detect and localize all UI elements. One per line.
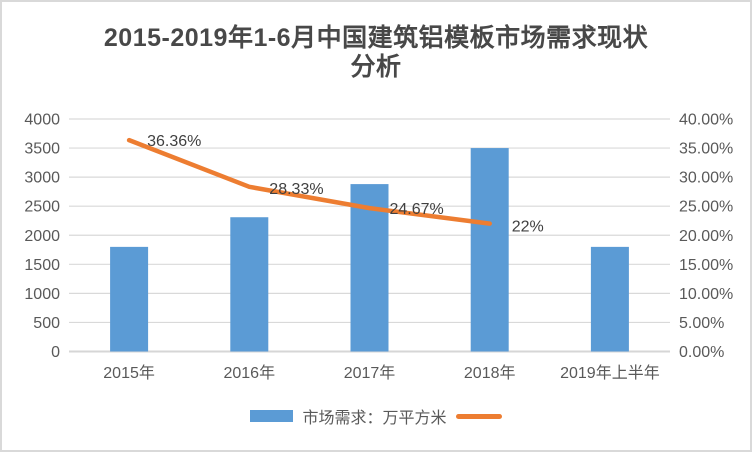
x-axis-label: 2018年: [464, 364, 516, 382]
growth-rate-line: [126, 137, 492, 226]
legend: 市场需求：万平方米: [2, 404, 750, 428]
bar-2018年: [470, 148, 509, 352]
left-axis-tick-label: 500: [33, 315, 60, 332]
bar-2015年: [110, 246, 149, 352]
left-axis-tick-label: 3500: [24, 141, 60, 158]
x-axis-label: 2017年: [344, 364, 396, 382]
chart-title: 2015-2019年1-6月中国建筑铝模板市场需求现状分析: [103, 24, 649, 81]
left-axis-tick-label: 2500: [24, 199, 60, 216]
right-axis-tick-label: 5.00%: [679, 315, 724, 332]
left-axis-tick-label: 1000: [24, 286, 60, 303]
right-axis-tick-label: 10.00%: [679, 286, 733, 303]
line-data-label: 22%: [512, 219, 544, 236]
legend-line-swatch: [455, 413, 502, 419]
right-axis-tick-label: 20.00%: [679, 228, 733, 245]
left-axis-tick-label: 2000: [24, 228, 60, 245]
left-axis-tick-label: 0: [51, 344, 60, 361]
left-axis-tick-label: 3000: [24, 170, 60, 187]
line-data-label: 36.36%: [147, 133, 201, 150]
right-axis-tick-label: 0.00%: [679, 344, 724, 361]
right-axis-tick-label: 35.00%: [679, 141, 733, 158]
left-axis-tick-label: 4000: [24, 112, 60, 129]
right-axis-tick-label: 30.00%: [679, 170, 733, 187]
line-data-label: 24.67%: [390, 201, 444, 218]
line-data-label: 28.33%: [269, 181, 323, 198]
bar-2016年: [230, 217, 269, 352]
x-axis-label: 2016年: [223, 364, 275, 382]
right-axis-tick-label: 40.00%: [679, 112, 733, 129]
legend-bar-swatch: [250, 410, 294, 422]
x-axis-label: 2019年上半年: [560, 364, 660, 382]
right-axis-tick-label: 15.00%: [679, 257, 733, 274]
right-axis-tick-label: 25.00%: [679, 199, 733, 216]
x-axis-label: 2015年: [103, 364, 155, 382]
left-axis-tick-label: 1500: [24, 257, 60, 274]
bar-2019年上半年: [590, 246, 629, 352]
legend-bar-series-label: 市场需求：万平方米: [302, 410, 447, 427]
